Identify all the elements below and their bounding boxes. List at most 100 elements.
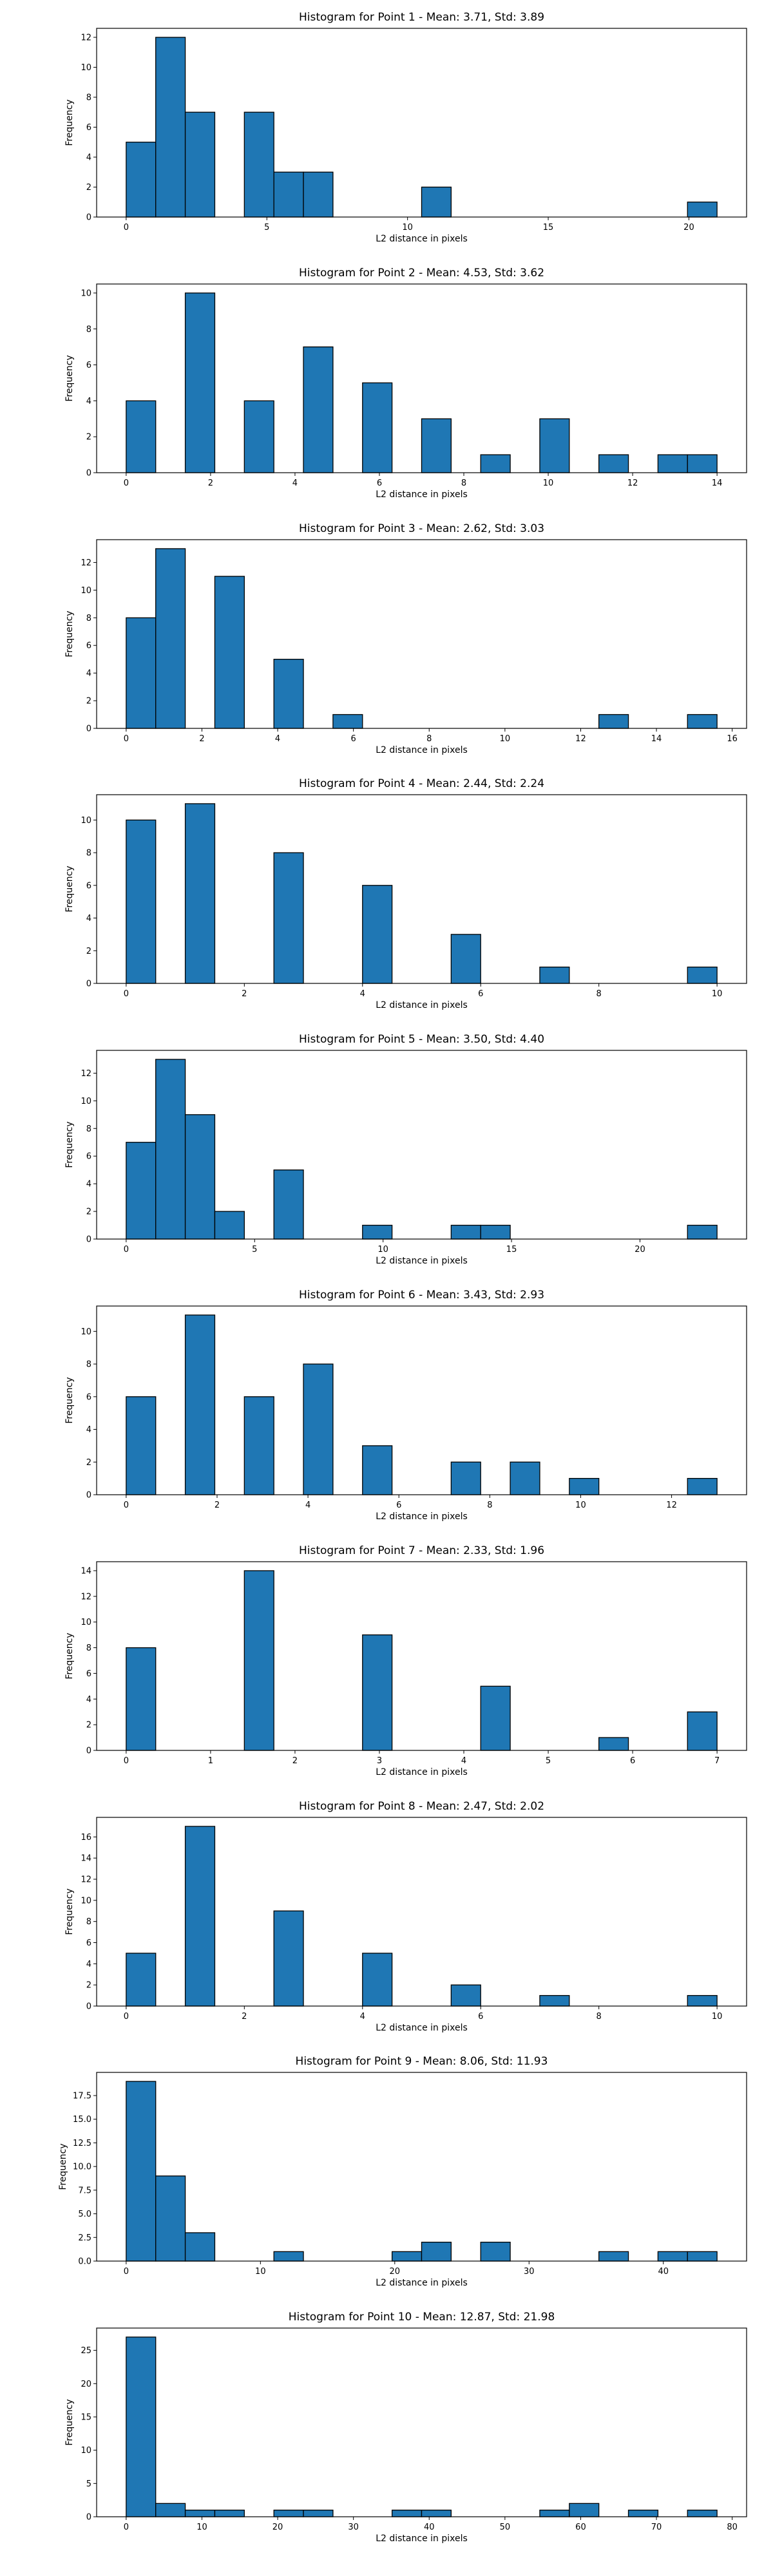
histogram-bar xyxy=(421,2242,452,2262)
histogram-bar xyxy=(273,1170,304,1240)
histogram-bar xyxy=(657,454,688,473)
histogram-chart-1: Histogram for Point 1 - Mean: 3.71, Std:… xyxy=(64,11,747,244)
y-tick-label: 2.5 xyxy=(78,2233,91,2243)
y-tick-label: 4 xyxy=(86,1695,91,1705)
y-tick-label: 12 xyxy=(81,33,91,43)
histogram-bar xyxy=(273,2251,304,2262)
histogram-bar xyxy=(687,1711,718,1751)
y-tick-label: 16 xyxy=(81,1832,91,1842)
histogram-bar xyxy=(155,2175,186,2262)
x-axis-label: L2 distance in pixels xyxy=(376,1767,468,1777)
histogram-bar xyxy=(687,1994,718,2007)
y-axis-label: Frequency xyxy=(64,1377,75,1423)
histogram-bar xyxy=(391,2251,423,2262)
histogram-bar xyxy=(450,934,481,985)
histogram-bar xyxy=(480,1225,511,1240)
histogram-bar xyxy=(303,1363,334,1495)
histogram-chart-9: Histogram for Point 9 - Mean: 8.06, Std:… xyxy=(58,2055,747,2288)
histogram-bar xyxy=(362,1225,393,1240)
y-tick-label: 0.0 xyxy=(78,2257,91,2267)
histogram-bar xyxy=(539,418,570,473)
x-axis-label: L2 distance in pixels xyxy=(376,2533,468,2544)
plot-frame xyxy=(96,1305,747,1495)
x-tick-label: 50 xyxy=(500,2523,511,2532)
x-tick-label: 20 xyxy=(390,2267,401,2277)
x-tick-label: 10 xyxy=(402,223,413,232)
y-tick-label: 10 xyxy=(81,816,91,826)
x-tick-label: 1 xyxy=(208,1756,213,1766)
histogram-bar xyxy=(184,803,216,985)
histogram-bar xyxy=(243,400,274,473)
x-tick-label: 2 xyxy=(208,478,213,488)
histogram-bar xyxy=(687,454,718,473)
chart-title: Histogram for Point 7 - Mean: 2.33, Std:… xyxy=(299,1544,544,1557)
x-tick-label: 10 xyxy=(196,2523,207,2532)
x-tick-label: 4 xyxy=(360,2012,365,2022)
histogram-bar xyxy=(155,1059,186,1240)
histogram-bar xyxy=(598,454,629,473)
y-tick-label: 0 xyxy=(86,2002,91,2011)
histogram-bar xyxy=(184,1314,216,1495)
histogram-bar xyxy=(243,1570,274,1751)
y-tick-label: 10 xyxy=(81,1896,91,1906)
y-tick-label: 8 xyxy=(86,1124,91,1134)
histogram-bar xyxy=(598,2251,629,2262)
x-tick-label: 0 xyxy=(124,734,129,744)
x-tick-label: 10 xyxy=(377,1245,388,1255)
y-tick-label: 4 xyxy=(86,668,91,678)
y-tick-label: 0 xyxy=(86,980,91,989)
x-tick-label: 2 xyxy=(199,734,204,744)
histogram-bar xyxy=(184,1825,216,2007)
x-tick-label: 60 xyxy=(575,2523,586,2532)
y-tick-label: 0 xyxy=(86,468,91,478)
histogram-bar xyxy=(273,1910,304,2007)
chart-title: Histogram for Point 6 - Mean: 3.43, Std:… xyxy=(299,1289,544,1302)
histogram-bar xyxy=(273,658,304,729)
x-tick-label: 0 xyxy=(124,223,129,232)
x-tick-label: 10 xyxy=(543,478,554,488)
y-tick-label: 12 xyxy=(81,558,91,568)
x-tick-label: 14 xyxy=(712,478,723,488)
y-axis-label: Frequency xyxy=(64,866,75,913)
x-tick-label: 0 xyxy=(124,989,129,999)
histogram-bar xyxy=(214,2510,245,2517)
y-axis-label: Frequency xyxy=(64,99,75,146)
y-tick-label: 4 xyxy=(86,397,91,406)
y-tick-label: 8 xyxy=(86,849,91,858)
histogram-chart-5: Histogram for Point 5 - Mean: 3.50, Std:… xyxy=(64,1033,747,1266)
y-axis-label: Frequency xyxy=(64,2400,75,2446)
x-tick-label: 10 xyxy=(575,1501,586,1510)
histogram-bar xyxy=(243,111,274,218)
x-tick-label: 7 xyxy=(714,1756,720,1766)
y-tick-label: 6 xyxy=(86,882,91,891)
histogram-chart-3: Histogram for Point 3 - Mean: 2.62, Std:… xyxy=(64,522,747,755)
y-tick-label: 5.0 xyxy=(78,2210,91,2219)
histogram-bar xyxy=(126,1396,157,1495)
x-tick-label: 6 xyxy=(377,478,382,488)
x-tick-label: 5 xyxy=(264,223,269,232)
histogram-bar xyxy=(539,967,570,985)
histogram-bar xyxy=(303,346,334,473)
histogram-bar xyxy=(450,1225,481,1240)
histogram-bar xyxy=(184,2510,216,2517)
y-tick-label: 12 xyxy=(81,1069,91,1079)
y-tick-label: 2 xyxy=(86,1208,91,1217)
y-tick-label: 10 xyxy=(81,585,91,595)
chart-title: Histogram for Point 9 - Mean: 8.06, Std:… xyxy=(296,2055,548,2068)
histogram-bar xyxy=(184,111,216,218)
histogram-bar xyxy=(480,1685,511,1751)
histogram-bar xyxy=(687,2251,718,2262)
histogram-bar xyxy=(126,617,157,729)
histogram-bar xyxy=(421,418,452,473)
x-tick-label: 0 xyxy=(124,2012,129,2022)
x-axis-label: L2 distance in pixels xyxy=(376,1256,468,1266)
x-tick-label: 2 xyxy=(215,1501,220,1510)
y-tick-label: 20 xyxy=(81,2380,91,2389)
x-tick-label: 16 xyxy=(727,734,738,744)
y-axis-label: Frequency xyxy=(64,1888,75,1935)
y-tick-label: 14 xyxy=(81,1853,91,1863)
histogram-chart-6: Histogram for Point 6 - Mean: 3.43, Std:… xyxy=(64,1289,747,1522)
histogram-bar xyxy=(569,1477,600,1495)
x-tick-label: 20 xyxy=(272,2523,283,2532)
